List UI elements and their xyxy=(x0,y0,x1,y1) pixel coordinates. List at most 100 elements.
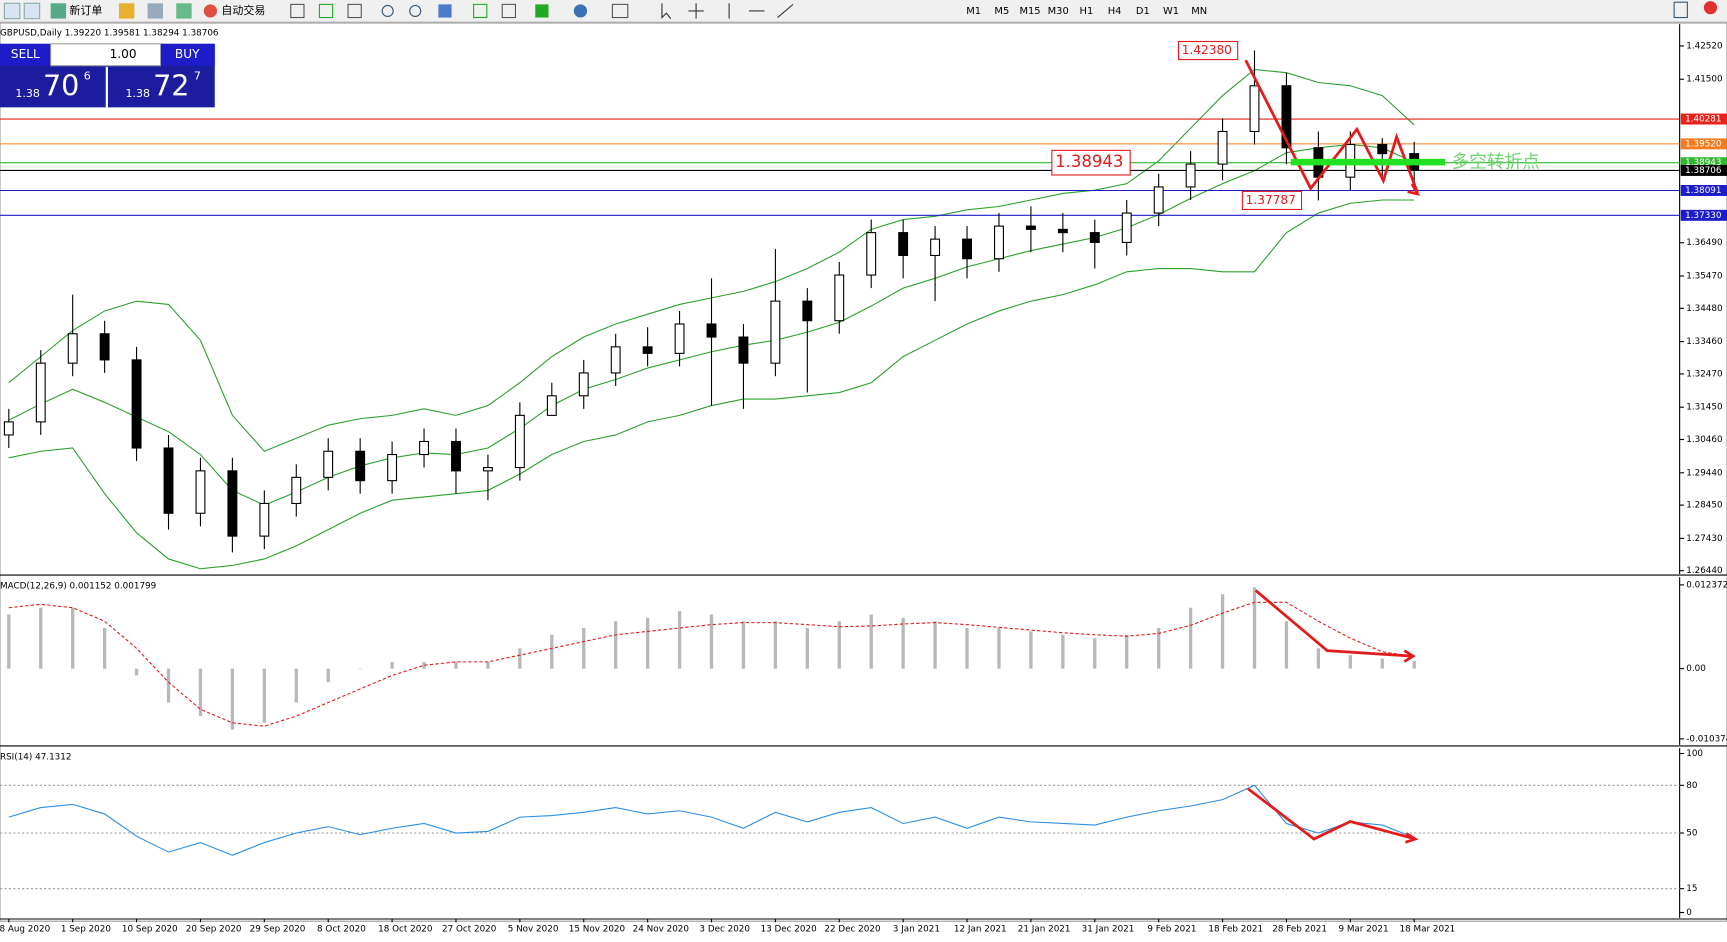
price-annotation: 1.37787 xyxy=(1246,193,1296,207)
timeframe[interactable]: MN xyxy=(1191,6,1207,17)
tool-icon[interactable] xyxy=(573,4,588,18)
panel-title: RSI(14) 47.1312 xyxy=(0,752,71,762)
macd-bar xyxy=(1316,648,1321,669)
macd-bar xyxy=(741,621,746,669)
sell[interactable]: SELL xyxy=(11,47,40,61)
macd-bar xyxy=(1029,631,1033,669)
macd-bar xyxy=(71,607,75,669)
timeframe[interactable]: M5 xyxy=(994,6,1009,17)
lots-input[interactable] xyxy=(50,43,162,67)
macd-bar xyxy=(550,634,554,669)
tool-icon[interactable] xyxy=(23,2,41,20)
bid-frac[interactable]: 6 xyxy=(84,70,91,83)
alert-icon[interactable] xyxy=(1703,1,1718,15)
sell-button[interactable] xyxy=(0,43,51,66)
tool-icon[interactable] xyxy=(3,2,21,20)
buy-button[interactable] xyxy=(160,43,215,66)
timeframe[interactable]: H1 xyxy=(1080,6,1094,17)
timeframe[interactable]: M15 xyxy=(1019,6,1040,17)
macd-arrows xyxy=(1254,589,1413,658)
candle-body xyxy=(1281,85,1292,149)
panel-title: GBPUSD,Daily 1.39220 1.39581 1.38294 1.3… xyxy=(0,28,219,38)
level-tag xyxy=(1680,185,1727,196)
macd-bar xyxy=(454,661,458,669)
candle-body xyxy=(1185,163,1196,188)
x-tick-label: 21 Jan 2021 xyxy=(1018,924,1071,934)
candle-body xyxy=(99,333,110,361)
macd-bar xyxy=(869,614,873,669)
bollinger-lower xyxy=(8,199,1415,570)
macd-bar xyxy=(486,661,490,669)
line-icons[interactable] xyxy=(728,3,794,19)
macd-bar xyxy=(901,617,905,669)
y-tick-label: 1.42520 xyxy=(1686,41,1722,51)
level-tag xyxy=(1680,157,1727,169)
macd-bar xyxy=(134,668,139,676)
level-label: 1.38706 xyxy=(1685,166,1722,176)
tool-icon[interactable] xyxy=(611,3,629,19)
macd-bar xyxy=(294,668,298,703)
price-arrows xyxy=(1244,59,1419,194)
macd-bar xyxy=(422,661,426,669)
x-tick-label: 18 Mar 2021 xyxy=(1400,924,1456,934)
level-label: 1.39520 xyxy=(1685,139,1721,149)
tool-icon[interactable] xyxy=(438,4,452,18)
y-tick-label: 15 xyxy=(1686,884,1697,894)
macd-bar xyxy=(837,621,841,669)
tool-icon[interactable] xyxy=(473,3,488,19)
macd-bar xyxy=(709,614,714,669)
tool-icon[interactable] xyxy=(381,4,394,17)
macd-bar xyxy=(965,628,969,669)
candle-body xyxy=(195,470,206,514)
bid-pips[interactable]: 70 xyxy=(43,69,79,103)
tool-icon[interactable] xyxy=(501,3,517,19)
x-tick-label: 10 Sep 2020 xyxy=(122,924,178,934)
x-tick-label: 15 Nov 2020 xyxy=(569,924,625,934)
auto-trade-icon[interactable] xyxy=(203,4,217,18)
cursor-icon[interactable] xyxy=(661,3,672,19)
tool-icon[interactable] xyxy=(409,4,422,17)
divider xyxy=(105,66,108,108)
y-tick-label: 1.36490 xyxy=(1686,238,1722,248)
crosshair-icon[interactable] xyxy=(688,3,704,19)
macd-signal xyxy=(8,601,1415,727)
lots[interactable]: 1.00 xyxy=(110,47,137,61)
ask-pips[interactable]: 72 xyxy=(153,69,189,103)
auto-trade[interactable]: 自动交易 xyxy=(221,3,265,17)
macd-bar xyxy=(645,617,650,669)
candle-body xyxy=(3,421,14,436)
ask-frac[interactable]: 7 xyxy=(194,70,201,83)
candle-body xyxy=(962,238,972,260)
timeframe[interactable]: D1 xyxy=(1136,6,1150,17)
bid-big[interactable]: 1.38 xyxy=(15,87,40,100)
timeframe[interactable]: H4 xyxy=(1108,6,1122,17)
level-label: 1.38943 xyxy=(1685,158,1721,168)
tool-icon[interactable] xyxy=(347,3,362,19)
timeframe[interactable]: W1 xyxy=(1163,6,1179,17)
candle-body xyxy=(642,346,653,354)
buy[interactable]: BUY xyxy=(175,47,200,61)
ask-big[interactable]: 1.38 xyxy=(126,87,151,100)
search-icon[interactable] xyxy=(1673,1,1688,19)
new-order[interactable]: 新订单 xyxy=(69,3,102,17)
timeframe[interactable]: M30 xyxy=(1048,6,1069,17)
tool-icon[interactable] xyxy=(147,3,164,19)
tool-icon[interactable] xyxy=(176,3,192,19)
tool-icon[interactable] xyxy=(118,3,135,19)
tool-icon[interactable] xyxy=(290,3,305,19)
tool-icon[interactable] xyxy=(318,3,334,19)
level-tag xyxy=(1680,164,1727,176)
plot: GBPUSD,Daily 1.39220 1.39581 1.38294 1.3… xyxy=(0,24,1727,934)
candle-body xyxy=(419,440,429,456)
macd-bar xyxy=(1093,638,1097,669)
level-tag xyxy=(1680,138,1727,150)
hand-drawn-arrows xyxy=(1244,59,1421,844)
new-order-icon[interactable] xyxy=(50,3,67,19)
tool-icon[interactable] xyxy=(535,4,549,18)
macd-bar xyxy=(997,628,1001,669)
y-tick-label: 0.012372 xyxy=(1686,580,1727,590)
timeframe[interactable]: M1 xyxy=(966,6,981,17)
candle-body xyxy=(994,225,1004,260)
candle-body xyxy=(1089,232,1100,243)
